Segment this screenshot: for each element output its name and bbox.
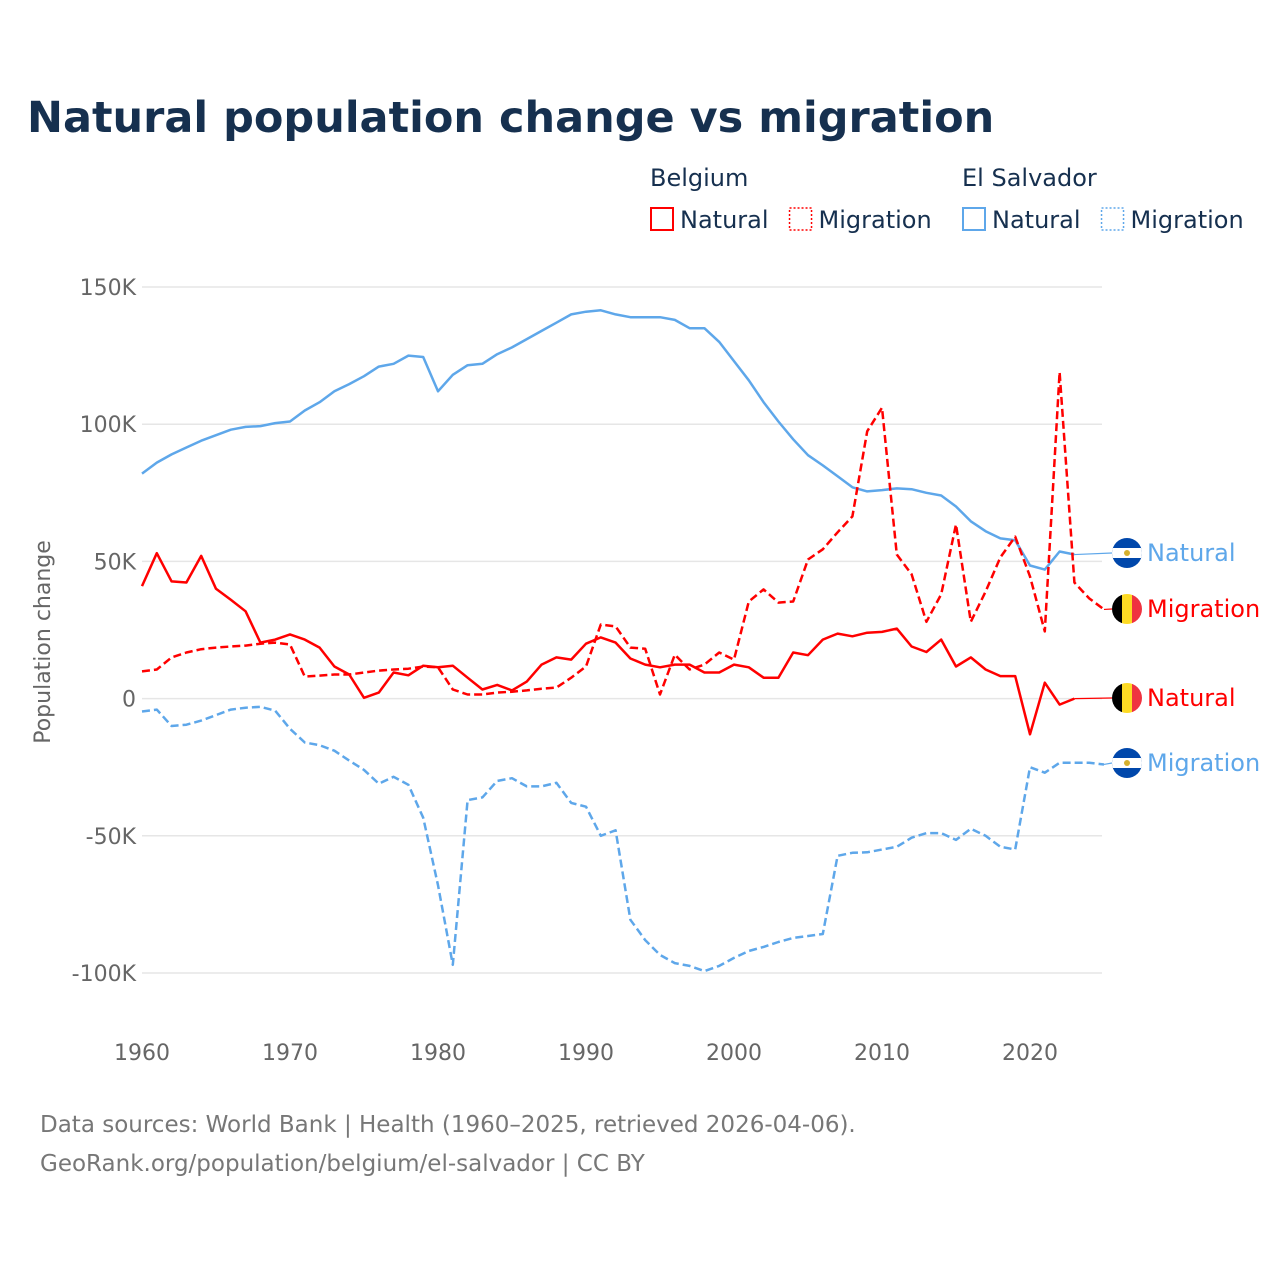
y-axis-label: Population change <box>31 540 56 744</box>
y-tick-label: 50K <box>94 550 137 575</box>
belgium-flag-icon <box>1112 594 1142 624</box>
legend-item[interactable]: Natural <box>680 206 769 234</box>
leader-line <box>1103 762 1113 766</box>
source-line: Data sources: World Bank | Health (1960–… <box>40 1112 856 1138</box>
y-axis: 150K 100K 50K 0 -50K -100K <box>72 276 137 987</box>
legend-solid-swatch <box>962 207 986 231</box>
series-line-el-salvador-migration <box>141 705 1105 973</box>
belgium-flag-icon <box>1112 683 1142 713</box>
legend-group-title: Belgium <box>650 164 748 192</box>
legend: Belgium Natural Migration El Salvador Natura… <box>650 164 1244 234</box>
y-tick-label: 0 <box>122 688 136 713</box>
legend-solid-swatch <box>650 207 674 231</box>
x-tick-label: 2010 <box>854 1041 910 1066</box>
end-labels: Natural Migration Natural Migration <box>1074 538 1260 778</box>
x-axis: 1960 1970 1980 1990 2000 2010 2020 <box>114 1041 1058 1066</box>
end-label: Migration <box>1147 749 1260 777</box>
x-tick-label: 1980 <box>410 1041 466 1066</box>
series-line-belgium-natural <box>140 551 1075 736</box>
chart-title: Natural population change vs migration <box>27 93 994 143</box>
gridlines <box>142 286 1102 974</box>
leader-line <box>1074 697 1113 700</box>
legend-item[interactable]: Natural <box>992 206 1081 234</box>
y-tick-label: 150K <box>80 276 137 301</box>
legend-dotted-swatch <box>1100 207 1125 231</box>
el-salvador-flag-icon <box>1112 748 1142 778</box>
legend-dotted-swatch <box>788 207 813 231</box>
series-lines <box>140 309 1105 973</box>
series-line-belgium-migration <box>141 370 1105 696</box>
y-tick-label: -100K <box>72 962 137 987</box>
x-tick-label: 2020 <box>1002 1041 1058 1066</box>
series-line-el-salvador-natural <box>141 309 1075 571</box>
legend-group-title: El Salvador <box>962 164 1097 192</box>
url-line[interactable]: GeoRank.org/population/belgium/el-salvad… <box>40 1151 646 1177</box>
el-salvador-flag-icon <box>1112 538 1142 568</box>
x-tick-label: 1990 <box>558 1041 614 1066</box>
end-label: Natural <box>1147 539 1236 567</box>
x-tick-label: 1970 <box>262 1041 318 1066</box>
end-label: Migration <box>1147 595 1260 623</box>
y-tick-label: -50K <box>86 825 137 850</box>
y-tick-label: 100K <box>80 413 137 438</box>
legend-item[interactable]: Migration <box>819 206 932 234</box>
x-tick-label: 2000 <box>706 1041 762 1066</box>
end-label: Natural <box>1147 684 1236 712</box>
leader-line <box>1074 552 1113 556</box>
x-tick-label: 1960 <box>114 1041 170 1066</box>
legend-item[interactable]: Migration <box>1131 206 1244 234</box>
